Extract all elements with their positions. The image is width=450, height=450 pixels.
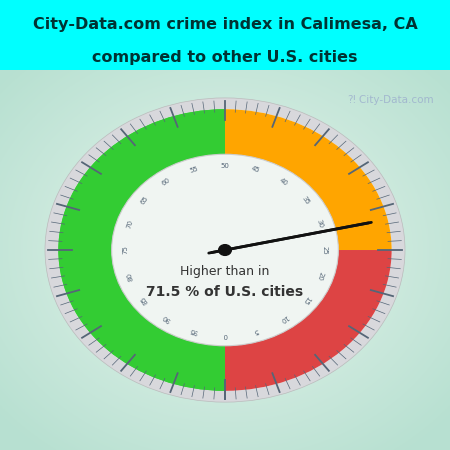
Text: 70: 70: [126, 219, 134, 229]
Circle shape: [58, 109, 392, 391]
Text: ⁈ City-Data.com: ⁈ City-Data.com: [348, 95, 433, 105]
Text: 65: 65: [139, 195, 149, 206]
Text: 60: 60: [161, 176, 171, 187]
Text: 71.5 % of U.S. cities: 71.5 % of U.S. cities: [146, 285, 304, 299]
Text: 35: 35: [301, 195, 311, 206]
Text: 75: 75: [122, 246, 128, 254]
Text: 15: 15: [301, 294, 311, 305]
Text: compared to other U.S. cities: compared to other U.S. cities: [92, 50, 358, 65]
Wedge shape: [225, 109, 392, 250]
Text: 30: 30: [316, 219, 324, 229]
Text: 10: 10: [279, 313, 289, 324]
Circle shape: [219, 245, 231, 255]
Text: 55: 55: [189, 166, 199, 174]
Text: 80: 80: [126, 271, 134, 281]
Text: 5: 5: [253, 327, 259, 334]
Wedge shape: [58, 109, 225, 391]
Text: 45: 45: [251, 166, 261, 174]
Text: 25: 25: [322, 246, 328, 254]
Circle shape: [45, 98, 405, 402]
Text: 95: 95: [189, 326, 199, 335]
Text: 40: 40: [279, 176, 289, 187]
Text: 0: 0: [223, 332, 227, 338]
Text: Higher than in: Higher than in: [180, 265, 270, 278]
Circle shape: [112, 154, 338, 346]
Text: 50: 50: [220, 162, 230, 168]
Wedge shape: [58, 109, 225, 391]
Wedge shape: [225, 250, 392, 391]
Text: 20: 20: [316, 271, 324, 281]
Text: City-Data.com crime index in Calimesa, CA: City-Data.com crime index in Calimesa, C…: [32, 17, 418, 32]
Text: 85: 85: [139, 294, 149, 305]
Text: 90: 90: [161, 313, 171, 324]
